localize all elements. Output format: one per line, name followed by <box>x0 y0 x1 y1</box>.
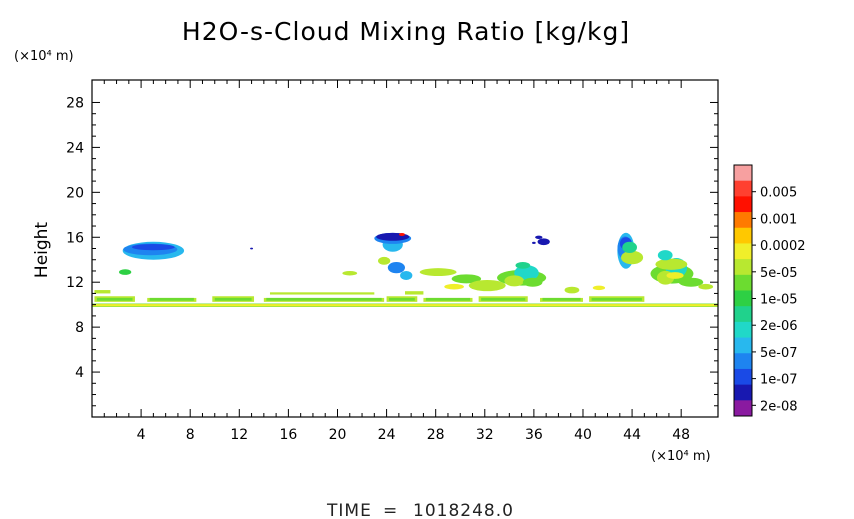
y-tick-label: 8 <box>75 320 84 336</box>
y-tick-label: 20 <box>66 185 84 201</box>
cloud-cell <box>591 297 642 301</box>
colorbar-segment <box>734 337 752 354</box>
cloud-cell <box>94 290 111 294</box>
colorbar-segment <box>734 274 752 291</box>
colorbar-label: 0.005 <box>760 186 797 201</box>
colorbar: 0.005 0.001 0.0002 5e-05 1e-05 2e-06 5e-07 1e-0… <box>733 164 806 417</box>
colorbar-segment <box>734 368 752 386</box>
colorbar-label: 5e-05 <box>760 266 798 281</box>
colorbar-label: 2e-06 <box>760 319 798 334</box>
colorbar-segment <box>734 180 752 197</box>
cloud-cell <box>622 241 637 253</box>
cloud-cell <box>481 297 526 301</box>
cloud-cell <box>657 250 673 261</box>
cloud-cell <box>444 283 464 290</box>
x-tick-label: 44 <box>623 427 641 443</box>
y-axis-label: Height <box>32 222 52 279</box>
cloud-cell <box>96 297 133 301</box>
y-tick-label: 28 <box>66 95 84 111</box>
cloud-cell <box>621 250 644 265</box>
cloud-cell <box>131 244 175 251</box>
colorbar-segment <box>734 400 752 417</box>
plot-area <box>92 232 718 307</box>
cloud-cell <box>504 275 525 287</box>
cloud-cell <box>532 241 536 245</box>
cloud-cell <box>266 297 382 301</box>
colorbar-segment <box>734 243 752 260</box>
cloud-cell <box>537 238 550 246</box>
colorbar-frame <box>733 164 753 417</box>
cloud-cell <box>515 261 531 269</box>
x-tick-label: 4 <box>137 427 146 443</box>
colorbar-label: 0.001 <box>760 212 797 227</box>
colorbar-segment <box>734 321 752 338</box>
cloud-cell <box>400 270 413 280</box>
colorbar-label: 5e-07 <box>760 346 798 361</box>
colorbar-segment <box>734 227 752 244</box>
colorbar-label: 0.0002 <box>760 239 806 254</box>
cloud-cell <box>405 291 424 295</box>
x-tick-label: 8 <box>186 427 195 443</box>
cloud-cell <box>592 285 606 291</box>
x-axis-ticks: 4 8 12 16 20 24 28 32 36 40 44 48 <box>103 80 690 443</box>
colorbar-segment <box>734 259 752 276</box>
cloud-cell <box>149 297 194 301</box>
cloud-cell <box>342 270 358 276</box>
time-label: TIME <box>326 501 372 519</box>
colorbar-label: 1e-05 <box>760 293 798 308</box>
cloud-cell <box>119 269 132 275</box>
colorbar-label: 2e-08 <box>760 399 798 414</box>
cloud-cell <box>214 297 252 301</box>
cloud-cell <box>269 292 375 295</box>
y-tick-label: 12 <box>66 275 84 291</box>
cloud-cell <box>425 297 471 301</box>
y-tick-label: 16 <box>66 230 84 246</box>
cloud-cell <box>451 274 482 284</box>
x-tick-label: 16 <box>279 427 297 443</box>
cloud-cell <box>655 258 688 270</box>
cloud-cell <box>666 272 684 279</box>
y-tick-label: 4 <box>75 365 84 381</box>
colorbar-segment <box>734 384 752 401</box>
colorbar-segment <box>734 165 752 182</box>
time-value: 1018248.0 <box>413 501 514 519</box>
colorbar-segment <box>734 290 752 307</box>
x-tick-label: 32 <box>476 427 494 443</box>
y-tick-label: 24 <box>66 140 84 156</box>
cloud-cell <box>522 277 543 287</box>
cloud-cell <box>468 279 506 292</box>
cloud-cell <box>398 232 405 236</box>
cloud-cell <box>250 247 254 250</box>
x-tick-label: 48 <box>672 427 690 443</box>
cloud-cell <box>389 297 415 301</box>
x-unit-label: (×10⁴ m) <box>651 449 711 464</box>
colorbar-segment <box>734 306 752 323</box>
x-tick-label: 24 <box>378 427 396 443</box>
x-tick-label: 36 <box>525 427 543 443</box>
cloud-cell <box>419 268 457 277</box>
cloud-cell <box>678 277 704 287</box>
x-tick-label: 28 <box>427 427 445 443</box>
time-equals: = <box>383 501 398 519</box>
x-tick-label: 40 <box>574 427 592 443</box>
colorbar-segment <box>734 353 752 370</box>
cloud-cell <box>535 235 543 239</box>
cloud-cell <box>387 261 405 274</box>
cloud-cell <box>564 286 580 294</box>
x-tick-label: 20 <box>329 427 347 443</box>
colorbar-segment <box>734 212 752 229</box>
cloud-cell <box>377 256 391 265</box>
y-unit-label: (×10⁴ m) <box>14 49 74 64</box>
colorbar-segment <box>734 196 752 213</box>
y-axis-ticks: 4 8 12 16 20 24 28 <box>66 95 718 407</box>
cloud-cell <box>542 297 581 301</box>
cloud-cell <box>92 304 718 307</box>
x-tick-label: 12 <box>230 427 248 443</box>
colorbar-label: 1e-07 <box>760 373 798 388</box>
cloud-cell <box>698 283 714 290</box>
chart-title: H2O-s-Cloud Mixing Ratio [kg/kg] <box>182 17 630 46</box>
